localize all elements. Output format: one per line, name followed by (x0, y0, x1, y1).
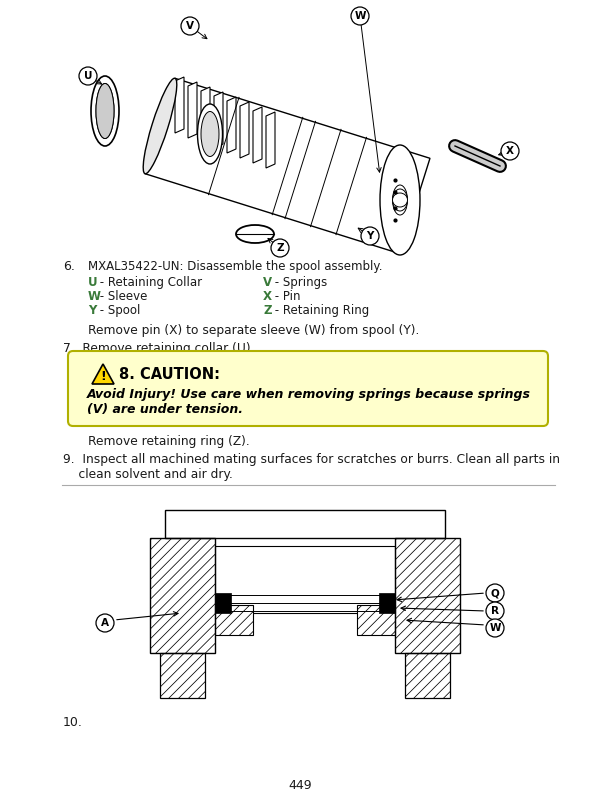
Circle shape (79, 67, 97, 85)
Circle shape (501, 142, 519, 160)
Circle shape (486, 602, 504, 620)
Text: V: V (263, 276, 272, 289)
Circle shape (486, 619, 504, 637)
Bar (405, 653, 450, 698)
Polygon shape (175, 77, 184, 133)
Circle shape (361, 227, 379, 245)
Ellipse shape (392, 189, 407, 211)
Polygon shape (227, 97, 236, 153)
Bar (395, 538, 460, 653)
Text: W: W (88, 290, 101, 303)
Ellipse shape (96, 84, 114, 139)
Ellipse shape (392, 185, 407, 215)
Ellipse shape (91, 76, 119, 146)
Text: U: U (88, 276, 98, 289)
Polygon shape (92, 364, 114, 384)
Text: MXAL35422-UN: Disassemble the spool assembly.: MXAL35422-UN: Disassemble the spool asse… (88, 260, 383, 273)
Text: Remove retaining ring (Z).: Remove retaining ring (Z). (88, 435, 250, 448)
Bar (357, 605, 395, 635)
Bar (405, 653, 450, 698)
Ellipse shape (380, 145, 420, 255)
Text: 10.: 10. (63, 716, 83, 729)
Text: X: X (506, 146, 514, 156)
Bar (215, 593, 231, 613)
Polygon shape (240, 102, 249, 158)
Ellipse shape (201, 111, 219, 156)
Ellipse shape (197, 104, 223, 164)
Text: Q: Q (491, 588, 499, 598)
Polygon shape (188, 82, 197, 138)
Bar (160, 653, 205, 698)
Text: W: W (354, 11, 366, 21)
Text: Avoid Injury! Use care when removing springs because springs
(V) are under tensi: Avoid Injury! Use care when removing spr… (87, 388, 531, 416)
Text: !: ! (100, 371, 106, 384)
Circle shape (351, 7, 369, 25)
Bar (379, 593, 395, 613)
Polygon shape (145, 78, 430, 254)
Bar (160, 653, 205, 698)
Ellipse shape (143, 78, 177, 174)
Text: X: X (263, 290, 272, 303)
Polygon shape (266, 112, 275, 168)
Text: Remove pin (X) to separate sleeve (W) from spool (Y).: Remove pin (X) to separate sleeve (W) fr… (88, 324, 419, 337)
Text: 8. CAUTION:: 8. CAUTION: (119, 367, 220, 382)
Text: - Sleeve: - Sleeve (96, 290, 148, 303)
Bar (150, 538, 215, 653)
Circle shape (486, 584, 504, 602)
Text: W: W (489, 623, 501, 633)
Text: - Springs: - Springs (271, 276, 327, 289)
Text: Z: Z (263, 304, 271, 317)
Text: Y: Y (367, 231, 374, 241)
Polygon shape (201, 87, 210, 143)
Text: - Pin: - Pin (271, 290, 301, 303)
Ellipse shape (96, 84, 114, 139)
Text: U: U (84, 71, 92, 81)
Text: 6.: 6. (63, 260, 75, 273)
Text: 449: 449 (288, 779, 312, 792)
Bar (150, 538, 215, 653)
Text: 9.  Inspect all machined mating surfaces for scratches or burrs. Clean all parts: 9. Inspect all machined mating surfaces … (63, 453, 560, 481)
Text: - Retaining Collar: - Retaining Collar (96, 276, 202, 289)
Ellipse shape (392, 193, 407, 207)
Text: - Spool: - Spool (96, 304, 140, 317)
Text: Z: Z (276, 243, 284, 253)
Bar (215, 546, 395, 613)
Ellipse shape (236, 225, 274, 243)
Circle shape (271, 239, 289, 257)
Text: - Retaining Ring: - Retaining Ring (271, 304, 369, 317)
Bar (395, 538, 460, 653)
Polygon shape (253, 107, 262, 163)
Text: A: A (101, 618, 109, 628)
Circle shape (96, 614, 114, 632)
Bar (215, 605, 253, 635)
FancyBboxPatch shape (68, 351, 548, 426)
Bar (215, 605, 253, 635)
Polygon shape (214, 92, 223, 148)
Text: 7.  Remove retaining collar (U).: 7. Remove retaining collar (U). (63, 342, 254, 355)
Text: R: R (491, 606, 499, 616)
Bar (357, 605, 395, 635)
Text: V: V (186, 21, 194, 31)
Bar (165, 510, 445, 538)
Text: Y: Y (88, 304, 97, 317)
Circle shape (181, 17, 199, 35)
